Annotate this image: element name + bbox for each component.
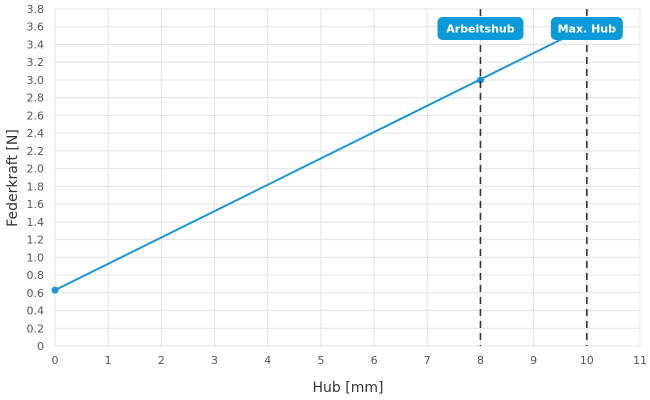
- x-tick-label: 8: [477, 354, 484, 367]
- y-tick-label: 2.6: [27, 109, 45, 122]
- y-tick-label: 1.2: [27, 234, 45, 247]
- y-tick-label: 0.6: [27, 287, 45, 300]
- y-tick-label: 1.8: [27, 180, 45, 193]
- y-tick-label: 2.4: [27, 127, 45, 140]
- x-tick-label: 1: [105, 354, 112, 367]
- y-tick-label: 2.0: [27, 163, 45, 176]
- x-tick-label: 11: [633, 354, 647, 367]
- x-tick-label: 3: [211, 354, 218, 367]
- y-tick-label: 1.4: [27, 216, 45, 229]
- y-tick-label: 3.0: [27, 74, 45, 87]
- x-tick-label: 7: [424, 354, 431, 367]
- x-tick-label: 5: [317, 354, 324, 367]
- x-tick-label: 9: [530, 354, 537, 367]
- x-tick-label: 4: [264, 354, 271, 367]
- y-tick-label: 0.4: [27, 305, 45, 318]
- x-tick-label: 10: [580, 354, 594, 367]
- y-tick-label: 2.2: [27, 145, 45, 158]
- data-point: [476, 76, 484, 84]
- x-tick-label: 0: [52, 354, 59, 367]
- y-tick-label: 3.8: [27, 3, 45, 16]
- grid: [54, 8, 641, 347]
- y-axis-ticks: 0 0.2 0.4 0.6 0.8 1.0 1.2 1.4 1.6 1.8 2.0 2.2 2.4 2.6…: [27, 3, 45, 353]
- x-axis-ticks: 0 1 2 3 4 5 6 7 8 9 10 11: [52, 354, 648, 367]
- series-layer: [51, 25, 588, 294]
- y-tick-label: 3.2: [27, 56, 45, 69]
- y-tick-label: 3.4: [27, 38, 45, 51]
- y-tick-label: 0.2: [27, 322, 45, 335]
- series-line: [54, 25, 588, 292]
- marker-badge: [550, 17, 623, 40]
- marker-label: Arbeitshub: [446, 23, 515, 36]
- y-tick-label: 1.0: [27, 251, 45, 264]
- x-tick-label: 6: [371, 354, 378, 367]
- marker-layer: Arbeitshub Max. Hub: [437, 9, 623, 346]
- marker-label: Max. Hub: [558, 23, 617, 36]
- y-axis-title: Federkraft [N]: [5, 129, 21, 227]
- y-tick-label: 0.8: [27, 269, 45, 282]
- y-tick-label: 0: [37, 340, 44, 353]
- y-tick-label: 2.8: [27, 92, 45, 105]
- data-point: [51, 286, 59, 294]
- x-tick-label: 2: [158, 354, 165, 367]
- marker-badge: [437, 17, 524, 40]
- y-tick-label: 3.6: [27, 21, 45, 34]
- y-tick-label: 1.6: [27, 198, 45, 211]
- x-axis-title: Hub [mm]: [313, 380, 384, 396]
